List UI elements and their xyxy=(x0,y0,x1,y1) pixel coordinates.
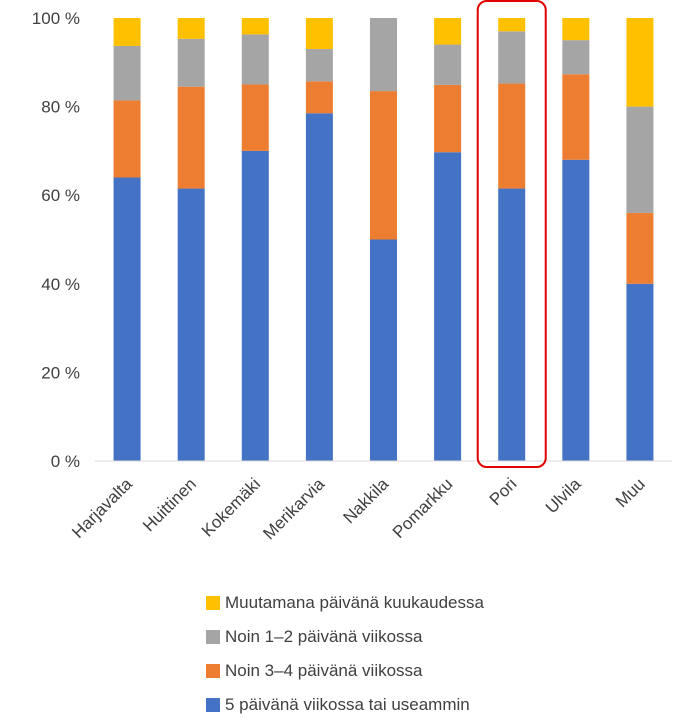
x-tick-label: Pori xyxy=(486,474,521,509)
chart-legend: Muutamana päivänä kuukaudessa Noin 1–2 pä… xyxy=(206,586,626,722)
bar-segment xyxy=(498,83,526,189)
x-tick-label: Nakkila xyxy=(339,474,392,527)
x-tick-label: Merikarvia xyxy=(259,474,328,543)
y-tick-label: 60 % xyxy=(41,186,80,205)
legend-label: Noin 1–2 päivänä viikossa xyxy=(225,627,423,646)
legend-item: Noin 3–4 päivänä viikossa xyxy=(206,654,626,688)
bar-segment xyxy=(113,177,141,462)
bar-segment xyxy=(241,34,269,85)
bar-segment xyxy=(241,18,269,35)
bar-segment xyxy=(562,159,590,461)
bar-segment xyxy=(626,212,654,284)
y-tick-label: 20 % xyxy=(41,363,80,382)
bar-segment xyxy=(113,18,141,46)
bar-segment xyxy=(434,44,462,85)
x-tick-label: Pomarkku xyxy=(389,474,457,542)
x-tick-label: Kokemäki xyxy=(198,474,264,540)
bar-segment xyxy=(370,239,397,461)
legend-label: Muutamana päivänä kuukaudessa xyxy=(225,593,484,612)
bar-segment xyxy=(434,18,462,45)
highlight-box xyxy=(476,0,547,468)
bar-segment xyxy=(434,84,462,153)
legend-swatch xyxy=(206,596,220,610)
bar-segment xyxy=(370,91,397,240)
bar-segment xyxy=(305,81,333,114)
x-tick-label: Harjavalta xyxy=(68,474,136,542)
bar-segment xyxy=(562,18,590,41)
bar-segment xyxy=(626,283,654,461)
bar-segment xyxy=(305,113,333,461)
legend-item: Muutamana päivänä kuukaudessa xyxy=(206,586,626,620)
legend-swatch xyxy=(206,664,220,678)
bar-segment xyxy=(562,40,590,75)
bar-segment xyxy=(241,84,269,151)
y-tick-label: 0 % xyxy=(51,452,80,471)
bar-segment xyxy=(498,18,526,32)
legend-item: Noin 1–2 päivänä viikossa xyxy=(206,620,626,654)
bar-segment xyxy=(370,18,397,92)
x-tick-label: Ulvila xyxy=(542,474,585,517)
bar-segment xyxy=(434,152,462,462)
bar-segment xyxy=(498,31,526,84)
legend-item: 5 päivänä viikossa tai useammin xyxy=(206,688,626,722)
legend-swatch xyxy=(206,630,220,644)
x-tick-label: Huittinen xyxy=(139,474,200,535)
bar-segment xyxy=(626,106,654,213)
bar-segment xyxy=(498,188,526,461)
bar-segment xyxy=(177,86,205,189)
bar-segment xyxy=(113,100,141,178)
y-tick-label: 100 % xyxy=(32,9,80,28)
legend-label: Noin 3–4 päivänä viikossa xyxy=(225,661,423,680)
bar-segment xyxy=(626,18,654,107)
y-tick-label: 40 % xyxy=(41,275,80,294)
bar-segment xyxy=(177,188,205,461)
bar-segment xyxy=(113,45,141,101)
bar-segment xyxy=(241,150,269,461)
bar-segment xyxy=(177,18,205,39)
bar-segment xyxy=(177,38,205,87)
bar-segment xyxy=(562,74,590,160)
y-tick-label: 80 % xyxy=(41,98,80,117)
bar-segment xyxy=(305,49,333,82)
x-tick-label: Muu xyxy=(612,474,649,511)
legend-label: 5 päivänä viikossa tai useammin xyxy=(225,695,470,714)
bar-segment xyxy=(305,18,333,50)
legend-swatch xyxy=(206,698,220,712)
